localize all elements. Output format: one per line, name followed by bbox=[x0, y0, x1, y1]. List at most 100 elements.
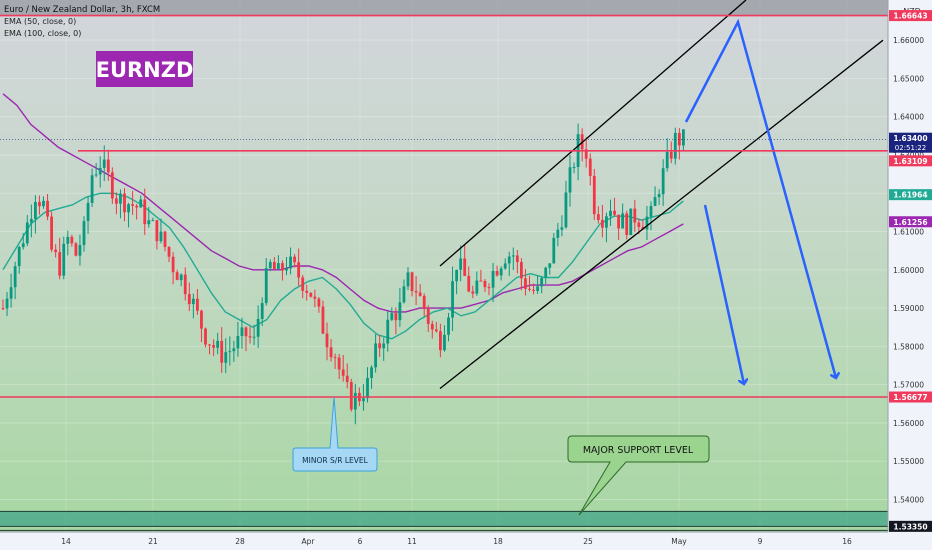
candle bbox=[228, 336, 232, 366]
candle bbox=[143, 188, 147, 235]
candle bbox=[349, 378, 353, 412]
candle bbox=[244, 326, 248, 352]
candle bbox=[511, 247, 515, 271]
candle bbox=[62, 236, 66, 280]
candle bbox=[430, 320, 434, 339]
candle bbox=[179, 273, 183, 287]
svg-text:02:51:22: 02:51:22 bbox=[895, 144, 926, 152]
time-tick-labels: 14 21 28 Apr 6 11 18 25 May 9 16 bbox=[61, 537, 852, 546]
candle bbox=[483, 279, 487, 293]
candle bbox=[297, 248, 301, 287]
svg-text:1.63109: 1.63109 bbox=[893, 157, 927, 166]
candle bbox=[592, 169, 596, 220]
candle bbox=[321, 300, 325, 335]
candle bbox=[633, 199, 637, 232]
level-badge-4: 1.53350 bbox=[889, 520, 932, 532]
candle bbox=[17, 245, 21, 274]
candle bbox=[548, 263, 552, 275]
candle bbox=[9, 273, 13, 308]
indicator-ema100[interactable]: EMA (100, close, 0) bbox=[4, 29, 81, 38]
minor-sr-label: MINOR S/R LEVEL bbox=[302, 456, 368, 465]
projection-arrow-up-then-down[interactable] bbox=[684, 18, 836, 378]
candle bbox=[621, 203, 625, 229]
svg-text:1.66643: 1.66643 bbox=[893, 12, 927, 21]
candle bbox=[601, 204, 604, 238]
candle bbox=[520, 258, 523, 291]
candle bbox=[536, 275, 539, 295]
candle bbox=[337, 354, 341, 380]
grid-lines bbox=[0, 0, 888, 532]
minor-sr-callout bbox=[292, 396, 378, 472]
candle bbox=[232, 340, 236, 362]
candle bbox=[515, 249, 519, 274]
candle bbox=[584, 137, 588, 168]
candle bbox=[673, 127, 677, 165]
candle bbox=[155, 219, 159, 250]
candle bbox=[175, 269, 179, 281]
candle bbox=[301, 274, 305, 299]
candle bbox=[378, 334, 382, 357]
plot-background bbox=[0, 0, 888, 532]
candle bbox=[187, 282, 191, 311]
candle bbox=[236, 321, 240, 357]
candle bbox=[74, 241, 78, 257]
candle bbox=[151, 217, 155, 222]
candle bbox=[443, 325, 446, 352]
candle bbox=[669, 141, 673, 164]
candle bbox=[200, 309, 203, 343]
candle bbox=[248, 326, 252, 344]
candle bbox=[305, 284, 309, 301]
candle bbox=[605, 212, 608, 243]
time-tick-label: May bbox=[671, 537, 687, 546]
candle bbox=[220, 327, 224, 373]
candle bbox=[552, 232, 556, 264]
price-tick-label: 1.57000 bbox=[893, 381, 924, 390]
candle bbox=[499, 266, 503, 281]
indicator-ema50[interactable]: EMA (50, close, 0) bbox=[4, 17, 76, 26]
price-axis[interactable] bbox=[888, 0, 932, 550]
candle bbox=[281, 260, 284, 281]
candle bbox=[159, 218, 163, 244]
candle bbox=[503, 258, 507, 270]
candle bbox=[98, 156, 102, 188]
candle bbox=[410, 271, 414, 297]
candle bbox=[544, 266, 548, 285]
candle bbox=[613, 197, 616, 217]
candle bbox=[29, 204, 33, 238]
candle bbox=[313, 289, 317, 308]
candle bbox=[171, 252, 175, 285]
candles bbox=[1, 123, 685, 425]
candle bbox=[609, 199, 612, 226]
channel-upper-line[interactable] bbox=[439, 0, 747, 267]
candle bbox=[289, 247, 292, 275]
candle bbox=[657, 189, 661, 205]
projection-arrow-down[interactable] bbox=[703, 204, 744, 384]
time-tick-label: 11 bbox=[407, 537, 417, 546]
svg-text:1.61964: 1.61964 bbox=[893, 191, 927, 200]
time-axis[interactable] bbox=[0, 532, 888, 550]
candle bbox=[564, 180, 568, 229]
time-tick-label: 18 bbox=[493, 537, 503, 546]
candle bbox=[268, 259, 272, 272]
candle bbox=[183, 267, 187, 301]
candle bbox=[677, 128, 681, 160]
symbol-badge-text: EURNZD bbox=[96, 58, 194, 82]
symbol-badge bbox=[96, 51, 193, 87]
candle bbox=[38, 195, 41, 215]
candle bbox=[272, 257, 276, 270]
channel-lower-line[interactable] bbox=[439, 39, 884, 389]
price-tick-label: 1.65000 bbox=[893, 74, 924, 83]
candle bbox=[491, 262, 495, 303]
candle bbox=[25, 215, 29, 247]
candle bbox=[204, 327, 207, 348]
candle bbox=[398, 288, 402, 328]
candle bbox=[252, 324, 256, 346]
candle bbox=[216, 332, 220, 355]
price-tick-label: 1.54000 bbox=[893, 495, 924, 504]
candle bbox=[370, 365, 373, 389]
candle bbox=[325, 322, 329, 361]
candle bbox=[256, 305, 260, 348]
price-tick-label: 1.64000 bbox=[893, 113, 924, 122]
candle bbox=[507, 251, 511, 276]
